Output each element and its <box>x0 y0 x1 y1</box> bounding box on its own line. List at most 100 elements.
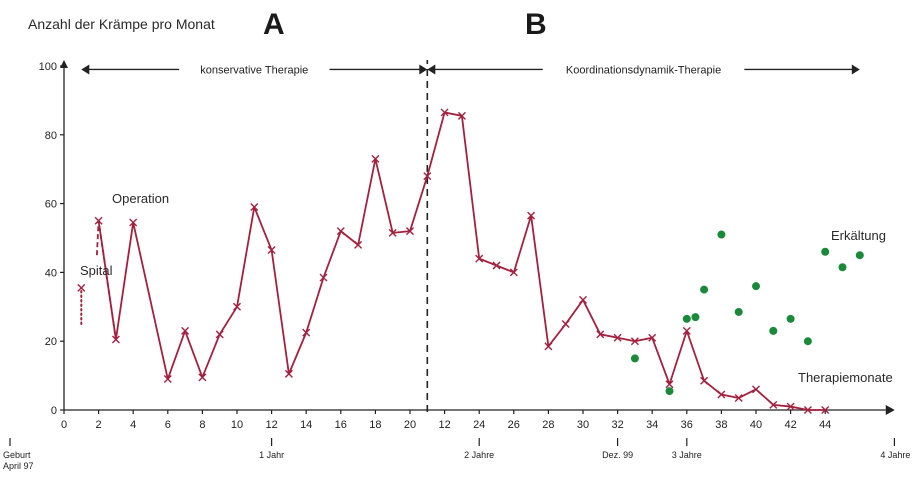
data-point-stroke <box>786 402 795 411</box>
x-tick-label: 42 <box>784 419 796 431</box>
scatter-point <box>769 326 778 335</box>
x-tick-label: 16 <box>335 419 347 431</box>
x-tick-label: 36 <box>681 419 693 431</box>
x-tick-label: 12 <box>438 419 450 431</box>
data-point-stroke <box>423 172 432 181</box>
data-point-x <box>648 333 657 342</box>
data-point-stroke <box>579 295 587 304</box>
scatter-point <box>734 307 743 316</box>
data-point-stroke <box>682 326 691 335</box>
data-point-x <box>561 320 570 328</box>
data-point-stroke <box>561 320 570 328</box>
scatter-point <box>691 313 700 322</box>
data-point-stroke <box>665 380 674 389</box>
x-tick-label: 40 <box>750 419 762 431</box>
scatter-point <box>786 314 795 323</box>
milestone-label-2: April 97 <box>3 461 34 471</box>
data-point-x <box>630 337 639 346</box>
x-tick-label: 24 <box>473 419 485 431</box>
range-label: Koordinationsdynamik-Therapie <box>566 64 721 76</box>
data-point-stroke <box>319 273 328 282</box>
scatter-point <box>717 230 726 239</box>
data-point-stroke <box>803 406 812 414</box>
data-point-stroke <box>284 369 293 378</box>
data-point-x <box>284 369 293 378</box>
data-point-x <box>233 302 241 311</box>
data-point-x <box>786 402 795 411</box>
annotation-spital: Spital <box>80 263 113 278</box>
y-tick-label: 80 <box>45 130 57 142</box>
data-point-x <box>803 406 812 414</box>
data-point-stroke <box>163 375 172 384</box>
data-point-stroke <box>717 390 726 399</box>
x-tick-label: 44 <box>819 419 831 431</box>
scatter-point <box>700 285 709 294</box>
x-axis-arrow <box>885 405 895 415</box>
data-point-x <box>319 273 328 282</box>
data-point-stroke <box>769 400 778 409</box>
data-point-x <box>371 154 380 163</box>
data-point-x <box>181 326 190 335</box>
y-tick-label: 0 <box>51 405 57 417</box>
series-line <box>97 111 826 411</box>
data-point-stroke <box>630 337 639 346</box>
data-point-stroke <box>509 268 518 277</box>
x-tick-label: 30 <box>577 419 589 431</box>
range-label: konservative Therapie <box>200 64 308 76</box>
x-tick-label: 34 <box>646 419 658 431</box>
data-point-x <box>129 218 138 227</box>
data-point-stroke <box>596 330 605 339</box>
data-point-x <box>475 254 484 263</box>
data-point-stroke <box>475 254 484 263</box>
annotation-operation: Operation <box>112 191 169 206</box>
scatter-point <box>803 337 812 346</box>
y-axis-arrow <box>60 60 68 68</box>
scatter-point <box>630 354 639 363</box>
data-point-x <box>596 330 605 339</box>
range-arrow-head-right <box>419 64 428 75</box>
data-point-x <box>509 268 518 277</box>
data-point-x <box>354 240 363 249</box>
data-point-x <box>717 390 726 399</box>
data-point-x <box>457 111 466 120</box>
x-tick-label: 20 <box>404 419 416 431</box>
x-tick-label: 0 <box>61 419 67 431</box>
x-tick-label: 12 <box>265 419 277 431</box>
x-tick-label: 8 <box>199 419 205 431</box>
data-point-x <box>769 400 778 409</box>
data-point-stroke <box>388 228 397 237</box>
data-point-x <box>336 227 345 236</box>
data-point-x <box>111 335 120 344</box>
y-tick-label: 60 <box>45 199 57 211</box>
scatter-point <box>838 263 847 272</box>
data-point-x <box>613 333 622 342</box>
data-point-x <box>734 393 743 402</box>
data-point-x <box>821 406 830 414</box>
data-point-stroke <box>111 335 120 344</box>
data-point-x <box>215 330 224 339</box>
panel-label-a: A <box>263 8 285 41</box>
range-arrow-head-right <box>851 64 860 75</box>
range-arrow-head-left <box>427 64 436 75</box>
scatter-point <box>821 247 830 256</box>
data-point-stroke <box>492 261 501 270</box>
x-axis-label-therapiemonate: Therapiemonate <box>798 370 893 385</box>
data-point-x <box>267 246 276 255</box>
data-point-x <box>440 108 449 117</box>
data-point-stroke <box>354 240 363 249</box>
data-point-x <box>77 283 86 292</box>
x-tick-label: 38 <box>715 419 727 431</box>
panel-label-b: B <box>525 8 547 41</box>
milestone-label: 4 Jahre <box>880 450 910 460</box>
data-point-x <box>388 228 397 237</box>
data-point-x <box>423 172 432 181</box>
milestone-label: 1 Jahr <box>259 450 284 460</box>
data-point-stroke <box>700 376 709 385</box>
data-point-stroke <box>457 111 466 120</box>
data-point-stroke <box>527 211 536 220</box>
x-tick-label: 4 <box>130 419 136 431</box>
data-point-x <box>492 261 501 270</box>
data-point-x <box>250 203 259 212</box>
